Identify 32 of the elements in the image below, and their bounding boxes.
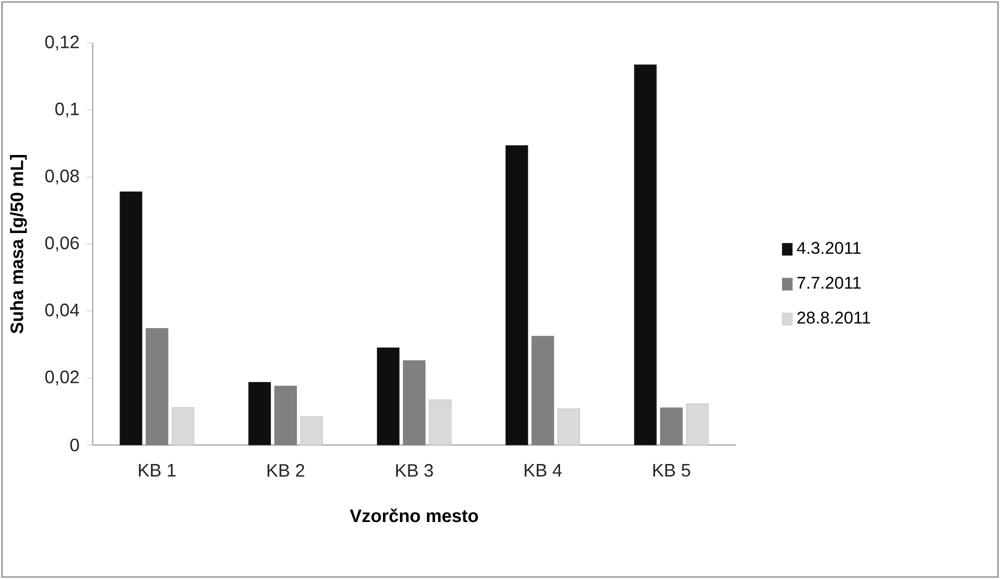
y-tick-label: 0,06: [45, 236, 79, 252]
bar: [146, 328, 168, 446]
x-tick-label: KB 3: [396, 464, 433, 477]
bar: [686, 403, 709, 446]
bar: [248, 382, 271, 446]
bar: [660, 408, 683, 446]
x-tick-label: KB 5: [653, 464, 690, 477]
bar: [402, 360, 426, 446]
y-tick-label: 0: [70, 438, 79, 452]
bar: [172, 407, 194, 446]
bar: [428, 399, 452, 446]
bar: [300, 416, 323, 446]
x-axis-title: Vzorčno mesto: [350, 508, 478, 522]
bar: [274, 386, 297, 446]
bar: [376, 348, 400, 446]
legend-label: 28.8.2011: [797, 312, 870, 324]
y-tick-label: 0,1: [55, 102, 79, 118]
legend-label: 4.3.2011: [796, 242, 861, 254]
bar: [558, 408, 580, 446]
x-tick-label: KB 4: [524, 464, 562, 476]
bar: [506, 145, 528, 446]
y-tick-label: 0,08: [45, 170, 79, 184]
bar: [120, 191, 142, 446]
y-tick-label: 0,02: [45, 370, 79, 386]
y-tick-label: 0,04: [45, 304, 80, 318]
bar: [634, 64, 657, 446]
bar: [532, 336, 554, 446]
x-tick-label: KB 1: [138, 464, 176, 476]
x-tick-label: KB 2: [268, 464, 304, 477]
legend-label: 7.7.2011: [797, 276, 861, 289]
y-tick-label: 0,12: [45, 36, 79, 50]
y-axis-title: Suha masa [g/50 mL]: [10, 155, 27, 334]
